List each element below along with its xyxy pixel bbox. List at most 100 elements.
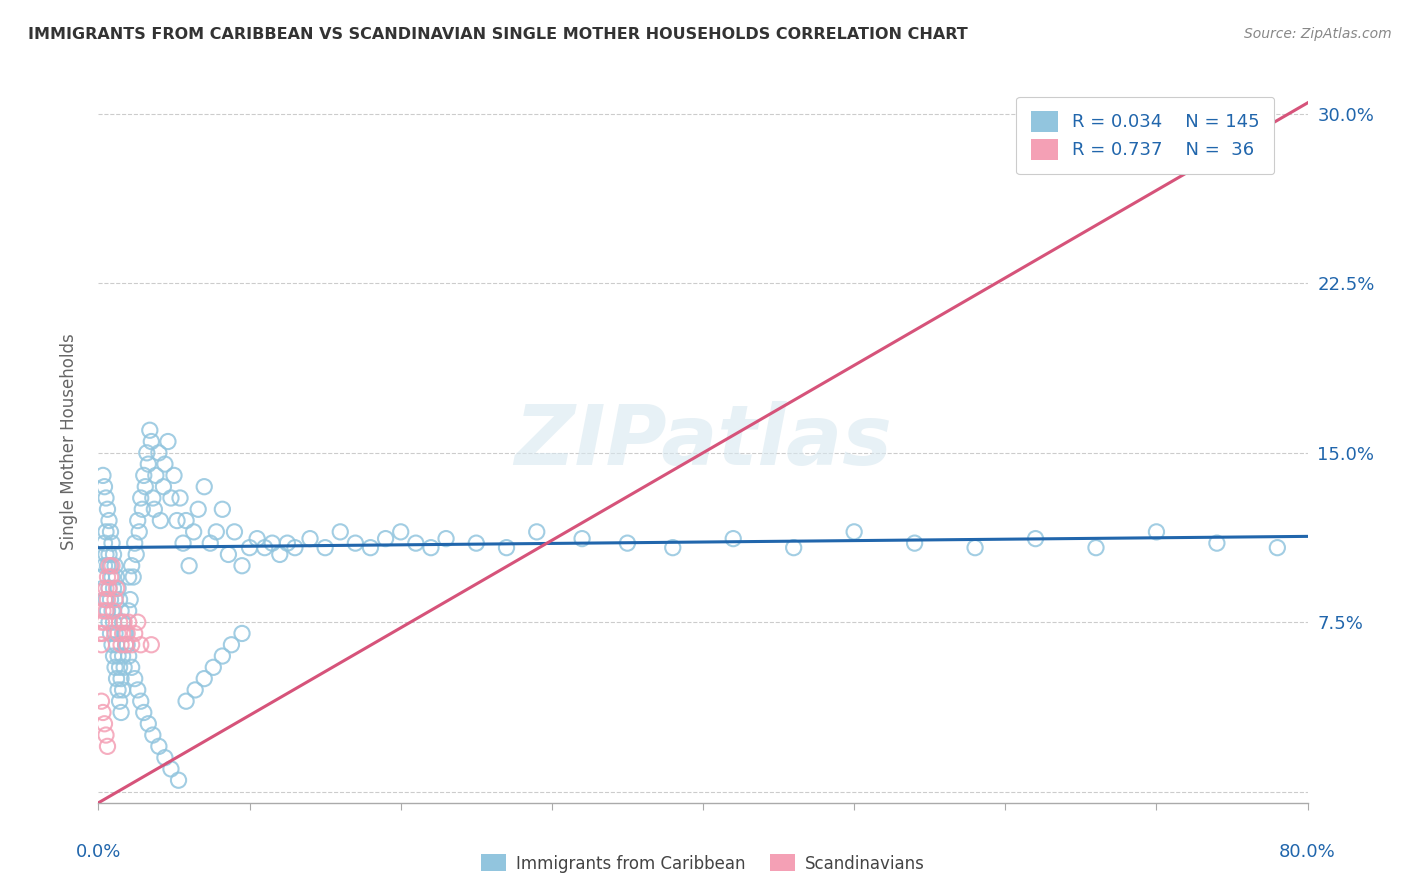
Point (100, 558, 122, 573)
Point (1024, 532, 1046, 546)
Point (101, 570, 124, 584)
Point (90, 694, 112, 708)
Point (156, 434, 179, 449)
Point (344, 536, 367, 550)
Point (200, 536, 222, 550)
Point (91, 468, 114, 483)
Point (108, 592, 131, 607)
Point (110, 638, 132, 652)
Legend: Immigrants from Caribbean, Scandinavians: Immigrants from Caribbean, Scandinavians (474, 847, 932, 880)
Text: 0.0%: 0.0% (76, 844, 121, 862)
Point (91, 604, 114, 618)
Point (111, 615, 134, 630)
Point (128, 524, 150, 539)
Point (231, 626, 253, 640)
Point (184, 682, 207, 697)
Point (389, 524, 412, 539)
Point (183, 524, 205, 539)
Point (111, 626, 134, 640)
Point (93, 592, 115, 607)
Point (217, 548, 239, 562)
Point (166, 514, 188, 528)
Point (143, 502, 166, 516)
Point (89, 626, 111, 640)
Point (129, 491, 152, 505)
Point (107, 648, 129, 663)
Point (101, 604, 124, 618)
Point (127, 514, 149, 528)
Point (139, 423, 162, 437)
Point (93, 716, 115, 731)
Point (91, 582, 114, 596)
Point (98, 582, 121, 596)
Point (145, 468, 167, 483)
Point (904, 536, 927, 550)
Point (269, 548, 291, 562)
Point (246, 532, 269, 546)
Point (98, 548, 121, 562)
Point (121, 638, 143, 652)
Point (104, 626, 127, 640)
Point (98, 582, 121, 596)
Point (91, 706, 114, 720)
Point (276, 536, 298, 550)
Point (105, 638, 128, 652)
Point (262, 536, 284, 550)
Point (844, 524, 866, 539)
Point (405, 536, 427, 550)
Point (94, 491, 117, 505)
Point (93, 558, 115, 573)
Text: 80.0%: 80.0% (1279, 844, 1336, 862)
Point (299, 532, 322, 546)
Point (107, 682, 129, 697)
Point (1267, 541, 1289, 555)
Point (149, 514, 172, 528)
Point (179, 558, 201, 573)
Point (111, 648, 134, 663)
Point (96, 570, 118, 584)
Point (211, 502, 233, 516)
Point (94, 592, 117, 607)
Point (98, 615, 121, 630)
Point (100, 592, 122, 607)
Point (420, 541, 443, 555)
Point (114, 638, 136, 652)
Point (153, 457, 176, 471)
Point (661, 541, 683, 555)
Point (374, 532, 396, 546)
Point (329, 524, 352, 539)
Point (118, 648, 141, 663)
Point (284, 541, 307, 555)
Point (193, 480, 215, 494)
Point (153, 750, 176, 764)
Point (616, 536, 638, 550)
Point (93, 480, 115, 494)
Point (172, 536, 194, 550)
Point (142, 491, 165, 505)
Legend: R = 0.034    N = 145, R = 0.737    N =  36: R = 0.034 N = 145, R = 0.737 N = 36 (1017, 96, 1274, 174)
Point (224, 524, 246, 539)
Point (434, 532, 457, 546)
Point (125, 548, 148, 562)
Point (221, 638, 243, 652)
Point (110, 706, 132, 720)
Point (231, 558, 253, 573)
Point (100, 626, 122, 640)
Point (98, 514, 121, 528)
Point (96, 558, 118, 573)
Point (90, 638, 112, 652)
Point (115, 626, 138, 640)
Point (135, 446, 157, 460)
Point (121, 558, 143, 573)
Point (112, 626, 135, 640)
Point (465, 536, 488, 550)
Point (112, 615, 135, 630)
Point (105, 582, 128, 596)
Point (100, 524, 122, 539)
Point (93, 536, 115, 550)
Point (90, 570, 112, 584)
Point (94, 548, 117, 562)
Text: IMMIGRANTS FROM CARIBBEAN VS SCANDINAVIAN SINGLE MOTHER HOUSEHOLDS CORRELATION C: IMMIGRANTS FROM CARIBBEAN VS SCANDINAVIA… (28, 27, 967, 42)
Point (129, 694, 152, 708)
Point (96, 502, 118, 516)
